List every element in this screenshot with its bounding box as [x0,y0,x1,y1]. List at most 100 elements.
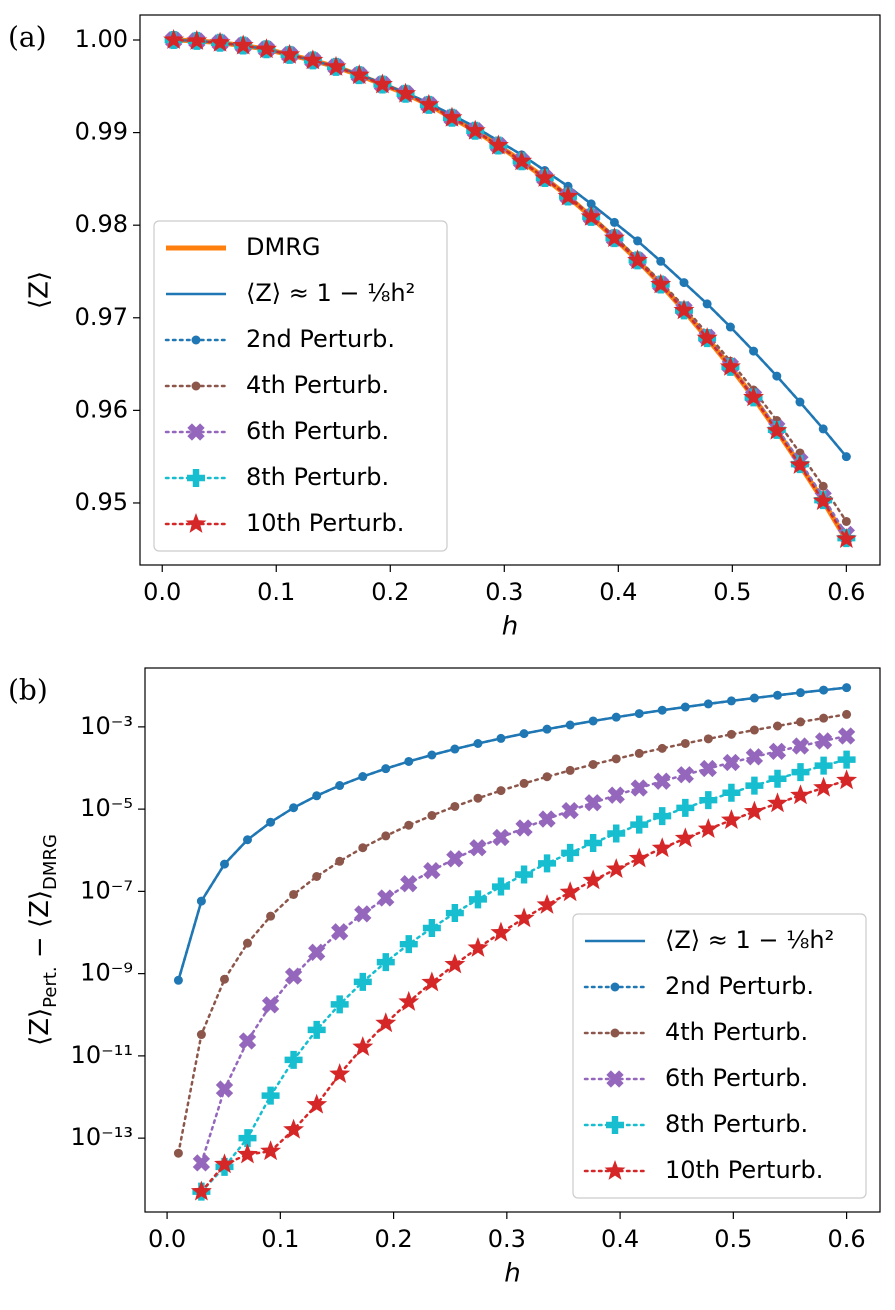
marker [423,862,441,880]
y-axis-label-subscript: Pert. [40,966,61,1007]
y-tick-label: 10⁻¹¹ [71,1041,133,1069]
marker [266,817,276,827]
marker [358,843,368,853]
marker [842,709,852,719]
legend: ⟨Z⟩ ≈ 1 − ⅛h² 2nd Perturb. 4th Perturb. 6th… [572,913,867,1199]
marker [726,696,736,706]
marker [584,794,602,812]
marker [559,881,581,902]
marker [302,49,324,70]
marker [427,810,437,820]
marker [209,31,231,52]
marker [791,737,810,755]
marker [238,1032,257,1050]
marker [542,772,552,782]
marker [699,791,718,810]
marker [565,720,575,730]
marker [375,1012,397,1033]
marker [335,781,345,791]
marker [768,769,787,788]
y-tick-label: 0.95 [75,488,128,516]
marker [163,29,185,49]
marker [580,205,602,226]
marker [773,721,783,731]
marker [325,55,347,76]
marker [261,996,280,1014]
marker [399,935,418,954]
marker [444,953,466,974]
marker [381,831,391,841]
marker [191,381,201,391]
legend-label: 4th Perturb. [665,1018,808,1046]
marker [818,481,828,491]
marker [604,1160,626,1180]
marker [487,134,509,155]
marker [749,693,759,703]
marker [330,995,349,1014]
marker [467,936,489,957]
marker [610,982,620,992]
marker [515,865,534,884]
marker [446,850,464,868]
marker [812,490,834,511]
marker [842,683,852,693]
marker [490,921,512,942]
marker [353,972,372,991]
legend-label: ⟨Z⟩ ≈ 1 − ⅛h² [246,279,415,307]
marker [841,452,851,462]
marker [186,29,208,50]
marker [283,1118,305,1139]
marker [492,828,510,847]
marker [703,699,713,709]
series-line [200,734,848,1165]
legend-label: ⟨Z⟩ ≈ 1 − ⅛h² [665,926,834,954]
legend-label: 8th Perturb. [246,463,389,491]
legend-label: 2nd Perturb. [665,972,814,1000]
marker [242,938,252,948]
marker [561,801,579,820]
marker [255,38,277,59]
x-tick-label: 0.5 [714,1225,752,1253]
y-tick-label: 0.98 [75,210,128,238]
marker [657,705,667,715]
marker [513,907,535,928]
marker [703,734,713,744]
marker [220,974,230,984]
marker [699,759,717,778]
marker [260,1140,282,1161]
plot-area [163,29,857,548]
marker [331,923,349,941]
marker [538,810,556,828]
marker [418,93,440,114]
legend-label: 4th Perturb. [246,371,389,399]
marker [312,791,322,801]
x-tick-label: 0.6 [828,1225,866,1253]
marker [634,748,644,758]
marker [605,858,627,879]
marker [450,801,460,811]
x-axis-label: h [502,612,518,642]
marker [720,809,742,830]
marker [673,299,695,320]
marker [192,1154,211,1172]
marker [674,827,696,848]
y-axis-label-subscript: DMRG [40,834,61,890]
y-tick-label: 1.00 [75,25,128,53]
legend-label: 10th Perturb. [665,1156,823,1184]
x-tick-label: 0.6 [827,578,865,606]
marker [468,890,487,909]
marker [238,1129,257,1148]
x-tick-label: 0.4 [599,578,637,606]
marker [515,819,533,837]
marker [266,911,276,921]
marker [173,975,183,985]
marker [676,798,695,817]
marker [722,783,741,802]
marker [611,754,621,764]
marker [519,778,529,788]
marker [819,685,829,695]
marker [404,820,414,830]
marker [588,759,598,769]
marker [818,424,828,434]
